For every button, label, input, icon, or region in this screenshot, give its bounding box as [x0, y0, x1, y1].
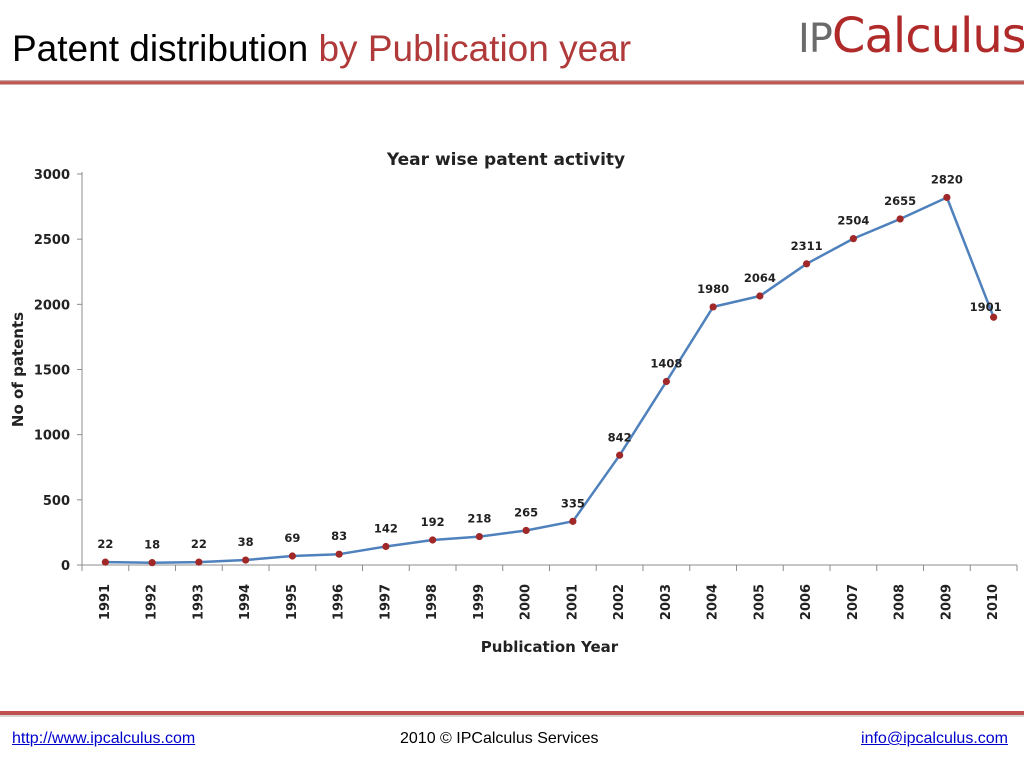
data-label: 22 [97, 537, 113, 551]
y-tick-label: 1500 [34, 364, 70, 379]
data-point [382, 542, 390, 551]
data-point [101, 558, 109, 566]
data-label: 842 [608, 430, 632, 444]
data-label: 1408 [650, 356, 682, 370]
x-tick-label: 2007 [846, 584, 861, 620]
data-point [569, 517, 577, 525]
data-point [803, 260, 811, 268]
ipcalculus-logo: IPCalculus [798, 8, 1024, 64]
data-label: 335 [561, 496, 585, 510]
data-label: 2655 [884, 194, 916, 208]
data-point [429, 536, 437, 544]
x-tick-label: 2005 [752, 584, 767, 620]
x-tick-label: 1993 [191, 584, 206, 620]
data-label: 1980 [697, 282, 729, 296]
data-point [242, 556, 250, 564]
data-label: 38 [238, 535, 254, 549]
x-tick-label: 2004 [706, 584, 721, 620]
data-point [709, 303, 717, 311]
slide-title: Patent distribution by Publication year [12, 28, 631, 70]
data-label: 18 [144, 538, 160, 552]
footer-divider [0, 711, 1024, 717]
logo-calculus-text: Calculus [831, 8, 1024, 64]
data-label: 69 [284, 531, 300, 545]
y-tick-label: 1000 [34, 429, 70, 444]
x-tick-label: 1999 [472, 584, 487, 620]
x-tick-label: 1994 [238, 584, 253, 620]
data-label: 2820 [931, 172, 963, 186]
slide-title-accent: by Publication year [318, 28, 632, 69]
copyright-text: 2010 © IPCalculus Services [400, 730, 599, 747]
y-tick-label: 500 [43, 494, 70, 509]
data-point [148, 559, 156, 567]
data-label: 22 [191, 537, 207, 551]
x-tick-label: 1996 [332, 584, 347, 620]
data-point [849, 235, 857, 243]
website-link[interactable]: http://www.ipcalculus.com [12, 730, 196, 747]
data-point [616, 451, 624, 459]
data-label: 192 [421, 515, 445, 529]
x-tick-label: 1997 [378, 584, 393, 620]
data-point [756, 292, 764, 300]
x-tick-label: 2003 [659, 584, 674, 620]
data-label: 218 [467, 512, 491, 526]
data-point [943, 193, 951, 202]
x-tick-label: 2009 [939, 584, 954, 620]
x-axis-title: Publication Year [481, 638, 619, 656]
slide-title-main: Patent distribution [12, 28, 309, 69]
data-label: 2064 [744, 271, 776, 285]
data-point [990, 313, 998, 321]
data-point [288, 552, 296, 560]
email-link[interactable]: info@ipcalculus.com [861, 730, 1008, 747]
header-divider [0, 80, 1024, 85]
y-tick-label: 3000 [34, 168, 70, 183]
data-label: 142 [374, 521, 398, 535]
logo-ip-text: IP [798, 16, 833, 62]
data-label: 265 [514, 505, 538, 519]
data-label: 1901 [970, 300, 1002, 314]
data-label: 83 [331, 529, 347, 543]
x-tick-label: 2002 [612, 584, 627, 620]
series-line [105, 196, 995, 564]
patent-line-chart: Year wise patent activity 0 500 1000 1500 200… [9, 150, 1018, 656]
y-tick-label: 2500 [34, 233, 70, 248]
x-tick-label: 1992 [145, 584, 160, 620]
x-tick-label: 1991 [98, 584, 113, 620]
x-tick-label: 1995 [285, 584, 300, 620]
y-tick-label: 2000 [34, 298, 70, 313]
x-tick-label: 2001 [565, 584, 580, 620]
x-tick-label: 2006 [799, 584, 814, 620]
y-axis-title: No of patents [9, 312, 27, 427]
data-point [335, 550, 343, 558]
y-tick-label: 0 [61, 559, 70, 574]
x-tick-label: 1998 [425, 584, 440, 620]
x-tick-label: 2000 [519, 584, 534, 620]
x-tick-label: 2010 [986, 584, 1001, 620]
data-label: 2311 [791, 239, 823, 253]
x-tick-label: 2008 [893, 584, 908, 620]
data-label: 2504 [837, 214, 869, 228]
data-point [896, 215, 904, 223]
data-point [662, 377, 670, 386]
data-point [522, 526, 530, 535]
data-point [475, 532, 483, 541]
data-point [195, 558, 203, 566]
chart-title: Year wise patent activity [386, 150, 625, 170]
